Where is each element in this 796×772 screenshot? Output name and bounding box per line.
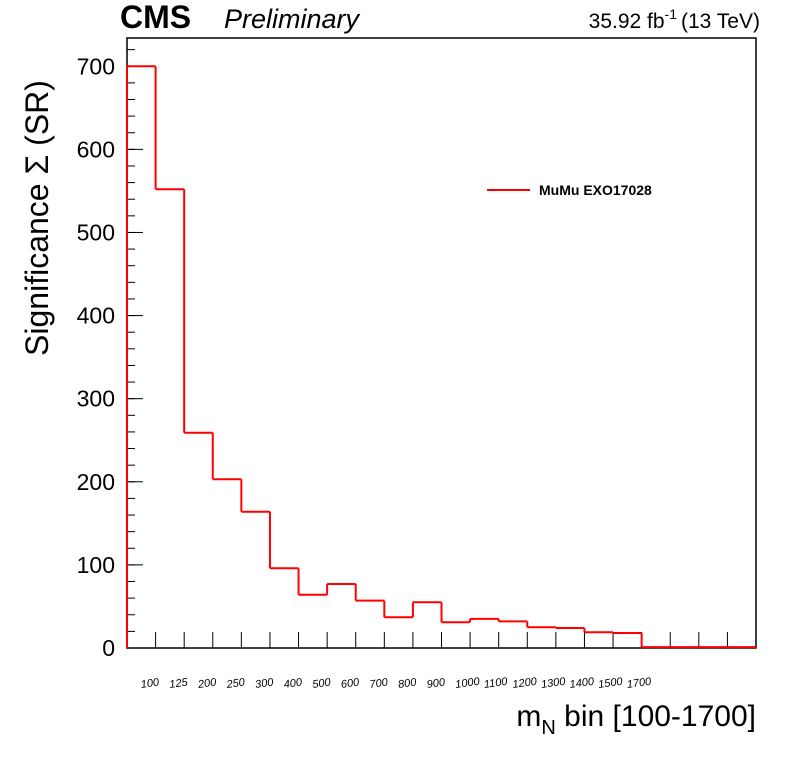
x-tick-label: 1400	[569, 676, 596, 691]
x-tick-label: 500	[312, 676, 333, 691]
x-tick-label: 1500	[597, 676, 624, 691]
y-tick-label: 400	[77, 303, 115, 329]
x-tick-label: 1200	[512, 676, 539, 691]
x-tick-label: 250	[225, 676, 247, 691]
x-tick-label: 200	[196, 676, 218, 691]
x-tick-label: 125	[169, 676, 190, 691]
x-tick-label: 300	[254, 676, 275, 691]
x-tick-label: 800	[397, 676, 418, 691]
x-tick-label: 700	[369, 676, 390, 691]
lumi-sup: -1	[665, 6, 678, 22]
x-tick-label: 1100	[483, 676, 509, 691]
x-tick-label: 100	[140, 676, 161, 691]
x-tick-label: 400	[283, 676, 304, 691]
legend-label: MuMu EXO17028	[539, 182, 652, 198]
experiment: CMS	[120, 0, 191, 35]
x-title-main: m	[516, 700, 541, 733]
lumi: 35.92 fb	[589, 10, 665, 33]
y-axis-title: Significance Σ (SR)	[19, 80, 55, 356]
x-title-sub: N	[541, 717, 555, 739]
status: Preliminary	[224, 4, 361, 34]
y-tick-label: 0	[102, 635, 115, 661]
plot-frame	[126, 37, 757, 649]
y-tick-label: 500	[77, 219, 115, 245]
y-tick-label: 700	[77, 53, 115, 79]
y-tick-label: 100	[77, 552, 115, 578]
x-tick-label: 600	[340, 676, 361, 691]
y-tick-label: 600	[77, 136, 115, 162]
energy: (13 TeV)	[681, 10, 760, 33]
y-tick-label: 300	[77, 386, 115, 412]
lumi-label: 35.92 fb-1 (13 TeV)	[589, 6, 760, 33]
x-tick-label: 900	[426, 676, 447, 691]
x-tick-label: 1300	[540, 676, 567, 691]
x-axis-title: mN bin [100-1700]	[516, 700, 756, 739]
x-tick-label: 1000	[455, 676, 482, 691]
x-title-rest: bin [100-1700]	[556, 700, 756, 733]
y-tick-label: 200	[77, 469, 115, 495]
x-tick-label: 1700	[626, 676, 653, 691]
